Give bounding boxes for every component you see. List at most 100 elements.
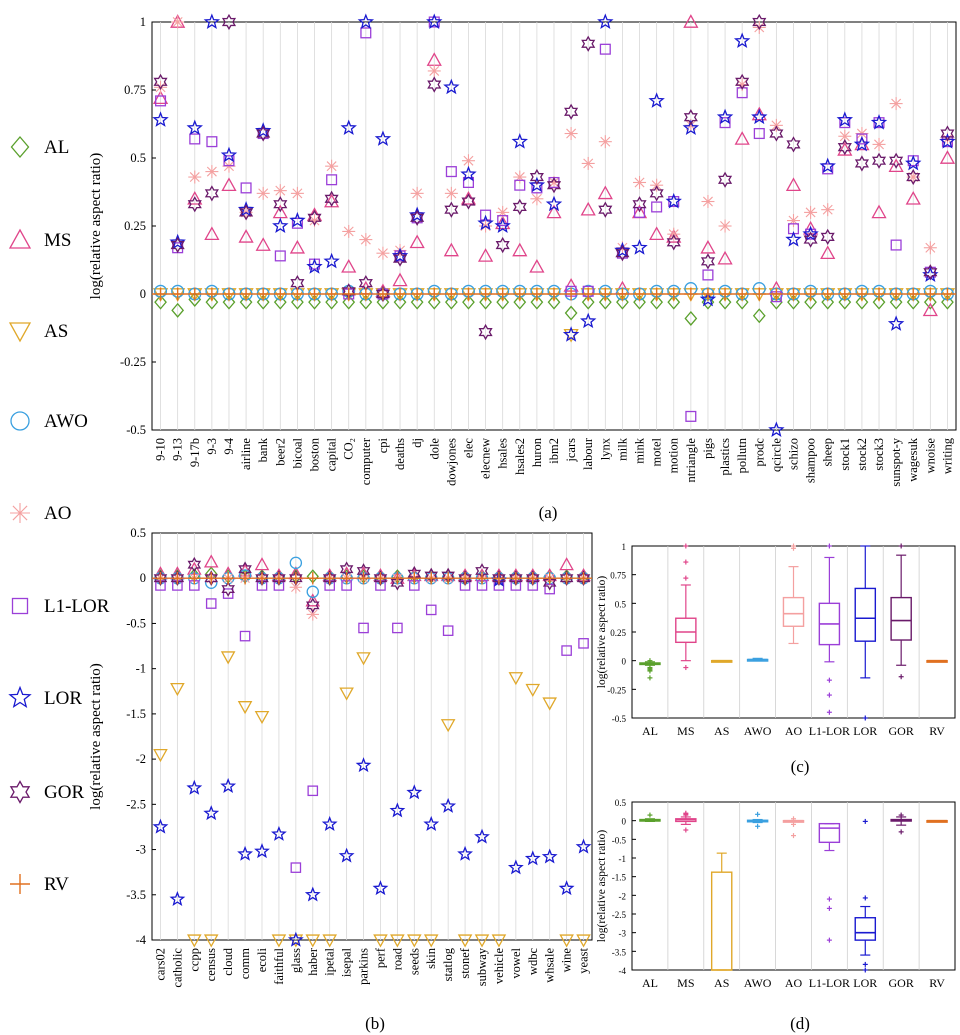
point-rv xyxy=(154,572,167,585)
point-l1lor xyxy=(719,117,731,129)
point-gor xyxy=(906,168,921,186)
point-ao xyxy=(769,118,783,132)
series-rv xyxy=(154,572,590,585)
point-gor xyxy=(889,152,904,169)
outlier-al xyxy=(647,658,653,664)
point-as xyxy=(373,934,388,948)
x-tick-label: perf xyxy=(373,947,387,968)
outlier-al xyxy=(647,668,653,674)
outlier-ao xyxy=(791,833,796,839)
x-tick-label: wdbc xyxy=(526,948,540,976)
point-gor xyxy=(718,171,733,188)
point-al xyxy=(325,294,338,310)
point-gor xyxy=(559,570,574,587)
point-ao xyxy=(342,224,356,238)
point-lor xyxy=(939,133,956,149)
point-ms xyxy=(289,239,306,254)
point-lor xyxy=(272,217,289,233)
point-ms xyxy=(700,239,716,254)
series-rv xyxy=(154,287,954,301)
x-tick-label: ntriangle xyxy=(684,438,698,483)
point-rv xyxy=(239,287,253,301)
legend-label: GOR xyxy=(44,782,84,803)
point-ms xyxy=(204,226,220,241)
point-gor xyxy=(239,204,254,221)
point-ms xyxy=(666,229,682,243)
box-ao xyxy=(782,816,805,839)
point-lor xyxy=(304,886,321,902)
point-lor xyxy=(541,848,558,864)
x-tick-label: jcars xyxy=(564,438,578,463)
x-tick-label: haber xyxy=(306,947,320,976)
point-rv xyxy=(222,287,236,301)
point-rv xyxy=(735,287,749,301)
point-gor xyxy=(390,574,405,591)
point-rv xyxy=(393,287,407,301)
point-ao xyxy=(718,219,732,233)
box-iqr xyxy=(890,596,912,641)
point-rv xyxy=(357,572,370,585)
x-tick-label: pigs xyxy=(701,438,715,459)
point-rv xyxy=(408,572,421,585)
outlier-l1lor xyxy=(826,692,832,698)
point-gor xyxy=(307,209,322,226)
x-tick-label: AO xyxy=(785,724,803,738)
point-lor xyxy=(440,797,457,813)
point-rv xyxy=(821,287,835,301)
point-rv xyxy=(458,572,472,585)
x-tick-label: 9-17b xyxy=(188,438,202,467)
x-tick-label: AS xyxy=(714,976,729,990)
legend-label: AWO xyxy=(44,411,88,432)
outlier-gor xyxy=(898,829,904,835)
legend: AL MS AS AWO AO L1-LOR LOR GOR RV xyxy=(8,135,110,895)
point-gor xyxy=(272,570,286,587)
legend-label: LOR xyxy=(44,688,82,709)
point-ao xyxy=(923,241,937,255)
y-tick-label: -2 xyxy=(619,891,627,901)
point-gor xyxy=(509,570,523,587)
point-rv xyxy=(906,287,920,301)
point-rv xyxy=(923,287,937,301)
point-l1lor xyxy=(239,630,251,642)
x-tick-label: isepal xyxy=(340,947,354,977)
x-tick-label: MS xyxy=(677,724,694,738)
x-tick-label: AWO xyxy=(744,976,772,990)
point-rv xyxy=(238,572,252,585)
point-rv xyxy=(543,572,556,585)
point-as xyxy=(525,683,541,698)
point-ao xyxy=(804,205,818,219)
point-ao xyxy=(154,80,168,94)
legend-marker-awo xyxy=(10,411,30,431)
x-tick-label: bicoal xyxy=(290,437,304,468)
point-gor xyxy=(273,196,288,213)
point-rv xyxy=(171,572,184,585)
point-rv xyxy=(289,572,303,585)
point-ao xyxy=(461,154,475,168)
point-al xyxy=(598,294,612,310)
point-al xyxy=(735,294,749,310)
x-tick-label: elec xyxy=(461,438,475,459)
outlier-ms xyxy=(683,827,689,833)
x-tick-label: milk xyxy=(615,437,629,461)
point-ms xyxy=(512,242,528,257)
point-al xyxy=(462,294,475,310)
point-l1lor xyxy=(307,785,319,797)
point-ao xyxy=(410,186,424,200)
panel-caption: (d) xyxy=(790,1014,810,1033)
x-tick-label: dj xyxy=(410,438,424,448)
x-tick-label: parkins xyxy=(357,948,371,985)
point-l1lor xyxy=(822,163,834,175)
series-lor xyxy=(152,571,592,947)
point-lor xyxy=(254,843,270,859)
point-lor xyxy=(477,214,494,231)
x-tick-label: beer2 xyxy=(273,438,287,466)
y-tick-label: -4 xyxy=(136,933,147,947)
outlier-gor xyxy=(898,543,904,549)
outlier-l1lor xyxy=(826,709,832,715)
x-tick-label: census xyxy=(204,948,218,981)
point-rv xyxy=(410,287,424,301)
y-tick-label: 0.25 xyxy=(124,219,146,233)
point-gor xyxy=(512,198,527,216)
point-gor xyxy=(525,570,540,587)
outlier-l1lor xyxy=(826,937,832,943)
